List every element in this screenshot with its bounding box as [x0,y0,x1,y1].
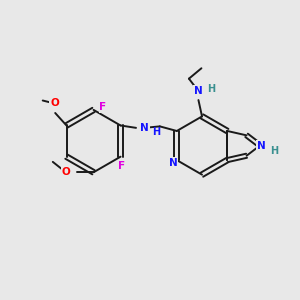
Text: H: H [207,84,215,94]
Text: N: N [194,86,203,96]
Text: O: O [61,167,70,177]
Text: H: H [270,146,278,156]
Text: H: H [152,127,160,137]
Text: F: F [100,103,106,112]
Text: O: O [50,98,59,109]
Text: F: F [118,160,126,171]
Text: N: N [169,158,178,168]
Text: N: N [257,140,266,151]
Text: N: N [140,123,149,133]
